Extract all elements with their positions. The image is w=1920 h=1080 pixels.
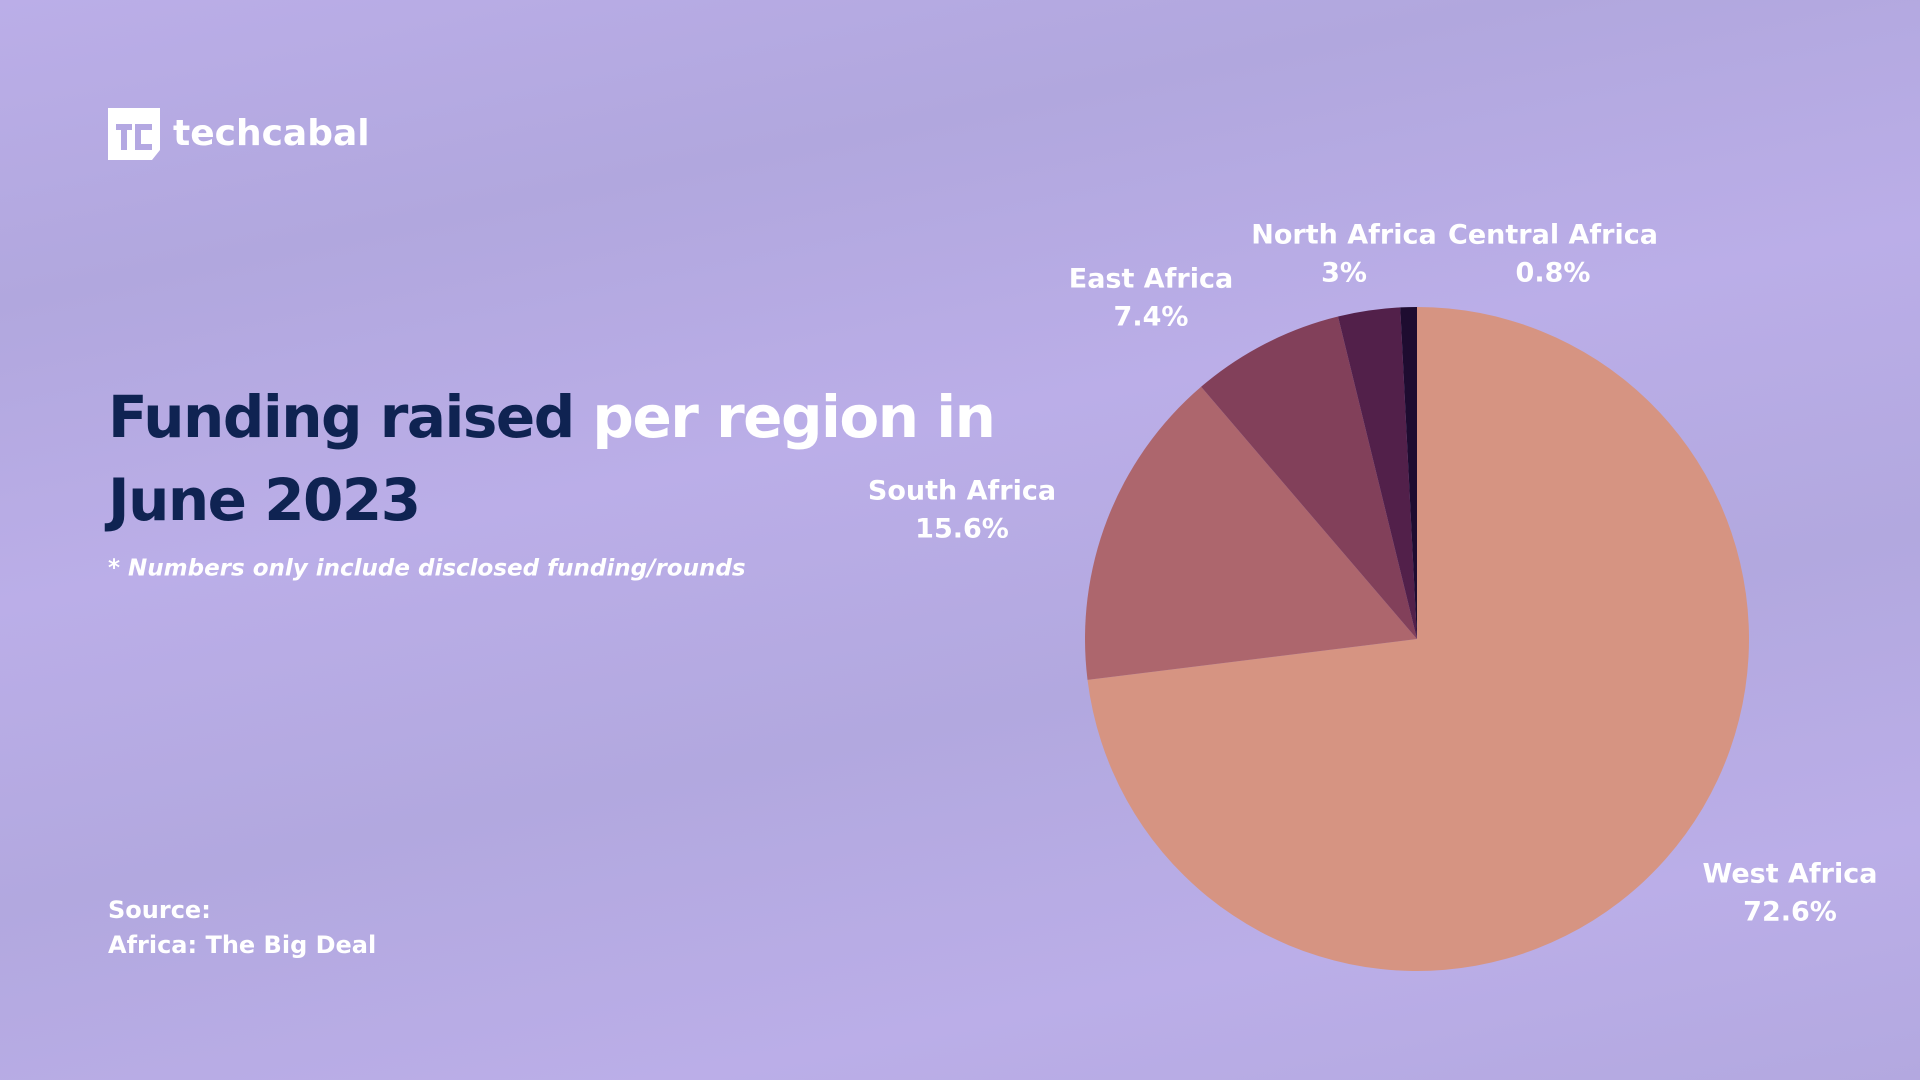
logo: techcabal [108, 108, 370, 160]
chart-title: Funding raised per region in June 2023 [104, 383, 1013, 534]
pie-slice [1084, 386, 1417, 680]
slice-label: Central Africa [1448, 220, 1658, 251]
pie-slice [1400, 307, 1417, 639]
value-label: 3% [1321, 258, 1367, 289]
slice-label: West Africa [1703, 859, 1878, 890]
slice-label: East Africa [1069, 264, 1233, 295]
note: * Numbers only include disclosed funding… [108, 556, 746, 582]
source-label: Source: [108, 896, 211, 924]
slice-label: South Africa [868, 476, 1056, 507]
slice-label: North Africa [1251, 220, 1436, 251]
pie-slice [1201, 316, 1417, 639]
logo-text: techcabal [173, 113, 370, 154]
pie-slice [1087, 307, 1749, 971]
title-part: Funding raised [108, 383, 574, 451]
title-part: June 2023 [104, 466, 420, 534]
source: Africa: The Big Deal [108, 931, 376, 959]
value-label: 72.6% [1743, 897, 1837, 928]
logo-glyph [116, 124, 152, 150]
pie-slice [1338, 307, 1417, 639]
title-part: per region in [592, 383, 994, 451]
logo-mark [108, 108, 160, 160]
value-label: 0.8% [1516, 258, 1591, 289]
value-label: 7.4% [1114, 302, 1189, 333]
value-label: 15.6% [915, 514, 1009, 545]
